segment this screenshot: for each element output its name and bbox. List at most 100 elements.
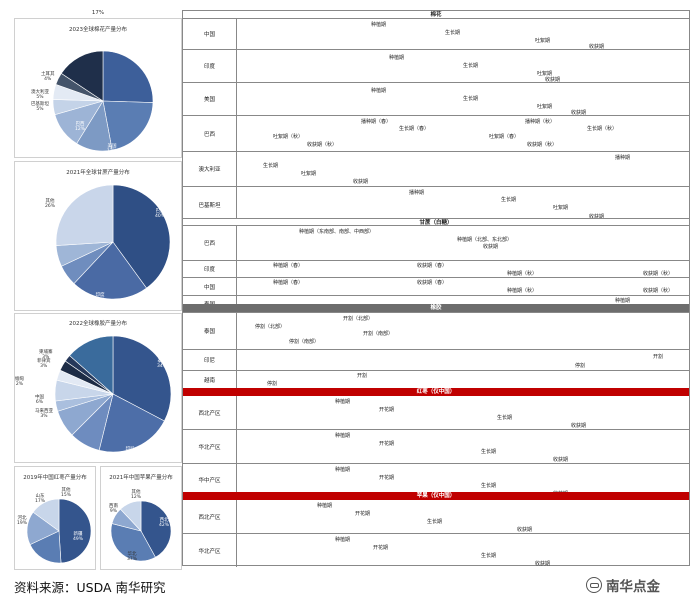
row-cotton-brazil: 巴西 播种期（春） 播种期（秋） 生长期（春） 生长期（秋） 吐絮期（秋） 吐絮…	[183, 116, 689, 152]
stage-label: 收获期	[553, 457, 569, 463]
stage-label: 收获期	[483, 244, 499, 250]
stage-label: 播种期	[615, 155, 631, 161]
pie-label: 中国 6%	[35, 395, 44, 405]
pie-slice	[69, 335, 114, 395]
stage-label: 停割	[267, 381, 278, 387]
stage-label: 开花期	[379, 475, 395, 481]
stage-label: 种植期	[615, 298, 631, 304]
stage-label: 收获期	[535, 561, 551, 567]
row-cotton-aus: 澳大利亚 播种期 生长期 吐絮期 收获期	[183, 152, 689, 187]
stage-label: 种植期	[335, 467, 351, 473]
pie-label: 中国 6%	[39, 265, 48, 275]
pie-label: 其他 16%	[67, 48, 78, 58]
pie-chart-rubber	[54, 335, 172, 453]
row-label: 西北产区	[183, 500, 237, 533]
stage-label: 吐絮期	[537, 104, 553, 110]
pie-label: 菲律宾 3%	[37, 359, 51, 369]
stage-label: 开割	[653, 354, 664, 360]
pie-label: 其他 12%	[131, 490, 142, 500]
row-label: 印尼	[183, 350, 237, 370]
pie-slice	[58, 498, 92, 564]
pie-box-apple: 2021年中国苹果产量分布 西北 42% 华北 37% 西南 9% 其他 12%	[100, 466, 182, 570]
brand-name: 南华点金	[606, 579, 660, 595]
stage-label: 停割	[575, 363, 586, 369]
row-label: 华中产区	[183, 464, 237, 495]
row-label: 巴西	[183, 116, 237, 151]
row-jujube-nw: 西北产区 种植期 开花期 生长期 收获期	[183, 396, 689, 430]
pie-label: 印尼 22%	[125, 447, 136, 457]
pie-label: 其他 15%	[61, 488, 72, 498]
stage-label: 种植期（春）	[273, 280, 304, 286]
stage-label: 吐絮期（春）	[489, 134, 520, 140]
row-label: 巴西	[183, 226, 237, 260]
pie-label: 印度 8%	[37, 423, 46, 433]
pie-label: 西南 9%	[109, 504, 118, 514]
row-cotton-china: 中国 种植期 生长期 吐絮期 收获期	[183, 19, 689, 50]
stage-label: 开花期	[355, 511, 371, 517]
stage-label: 收获期	[517, 527, 533, 533]
stage-label: 生长期（春）	[399, 126, 430, 132]
wechat-icon	[586, 577, 602, 593]
pie-slice	[55, 184, 114, 246]
row-sugar-india: 印度 种植期（春） 收获期（春） 种植期（秋） 收获期（秋）	[183, 261, 689, 278]
pie-slice	[102, 100, 154, 151]
pie-label: 巴西 12%	[75, 122, 86, 132]
stage-label: 开花期	[379, 407, 395, 413]
pie-label: 西北 42%	[159, 518, 170, 528]
stage-label: 种植期（春）	[273, 263, 304, 269]
stage-label: 种植期	[317, 503, 333, 509]
pie-label: 越南 9%	[63, 439, 72, 449]
pie-label: 澳大利亚 5%	[31, 90, 49, 100]
source-note: 资料来源：USDA 南华研究	[14, 580, 166, 595]
stage-label: 开割	[357, 373, 368, 379]
stage-label: 开割（南部）	[363, 331, 394, 337]
row-label: 印度	[183, 261, 237, 277]
stage-label: 吐絮期（秋）	[273, 134, 304, 140]
pie-label: 新疆 49%	[73, 532, 84, 542]
stage-label: 吐絮期	[301, 171, 317, 177]
pie-slice	[32, 498, 60, 532]
stage-label: 收获期	[353, 179, 369, 185]
pie-chart-jujube	[26, 498, 92, 564]
pie-box-sugar: 2021年全球甘蔗产量分布 巴西 40% 印度 22% 泰国 6% 中国 6% 其他 26…	[14, 161, 182, 311]
stage-label: 吐絮期	[535, 38, 551, 44]
pie-label: 山东 17%	[35, 494, 46, 504]
stage-label: 生长期（秋）	[587, 126, 618, 132]
pie-title-jujube: 2019年中国红枣产量分布	[23, 475, 87, 481]
stage-label: 种植期	[371, 88, 387, 94]
row-label: 中国	[183, 19, 237, 49]
band-sugar: 甘蔗（白糖）	[183, 218, 689, 226]
pie-label: 美国 12%	[107, 144, 118, 154]
stage-label: 生长期	[481, 449, 497, 455]
band-rubber: 橡胶	[183, 304, 689, 312]
pie-slice	[73, 241, 147, 300]
row-label: 西北产区	[183, 396, 237, 429]
row-label: 美国	[183, 83, 237, 115]
pie-slice	[102, 50, 154, 103]
pie-label: 印度 22%	[95, 293, 106, 303]
pie-label: 巴西 40%	[155, 209, 166, 219]
stage-label: 种植期	[335, 537, 351, 543]
row-label: 泰国	[183, 312, 237, 349]
stage-label: 种植期（秋）	[507, 288, 538, 294]
band-apple: 苹果（仅中国）	[183, 492, 689, 500]
stage-label: 收获期（秋）	[527, 142, 558, 148]
pie-label: 柬埔寨 3%	[39, 350, 53, 360]
brand-logo: 南华点金	[586, 575, 660, 595]
pie-label: 巴基斯坦 5%	[31, 102, 49, 112]
pie-title-apple: 2021年中国苹果产量分布	[109, 475, 173, 481]
stage-label: 收获期	[589, 214, 605, 220]
stage-label: 种植期	[335, 399, 351, 405]
row-label: 中国	[183, 278, 237, 295]
band-jujube: 红枣（仅中国）	[183, 388, 689, 396]
stage-label: 生长期	[497, 415, 513, 421]
pie-label: 中国 26%	[143, 56, 154, 66]
stage-label: 收获期	[571, 110, 587, 116]
pie-label: 泰国 34%	[157, 359, 168, 369]
crop-calendar: 棉花 中国 种植期 生长期 吐絮期 收获期 印度 种植期 生长期 吐絮期 收获期…	[182, 10, 690, 567]
pie-box-jujube: 2019年中国红枣产量分布 新疆 49% 河北 19% 山东 17% 其他 15%	[14, 466, 96, 570]
stage-label: 收获期（春）	[417, 263, 448, 269]
pie-chart-sugar	[55, 184, 171, 300]
stage-label: 收获期	[545, 77, 561, 83]
stage-label: 吐絮期	[553, 205, 569, 211]
